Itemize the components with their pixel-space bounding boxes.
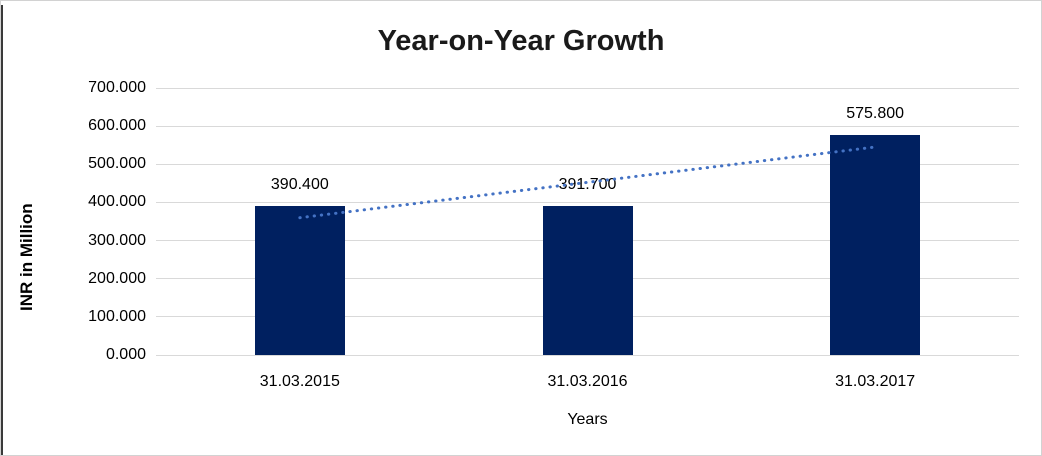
y-tick-label: 500.000 [88,155,146,173]
y-tick-label: 100.000 [88,307,146,325]
y-tick-label: 700.000 [88,79,146,96]
gridline [156,87,1019,89]
gridline [156,354,1019,356]
y-tick-label: 0.000 [105,346,146,363]
y-tick-label: 200.000 [88,269,146,287]
gridline [156,125,1019,127]
y-tick-label: 600.000 [88,117,146,135]
bar-value-label: 575.800 [846,105,905,123]
y-tick-label: 400.000 [88,193,146,211]
bar-31.03.2017 [830,135,921,355]
left-edge-line [1,5,3,455]
y-axis-title-text: INR in Million [17,203,36,311]
y-tick-label: 300.000 [88,231,146,249]
x-tick-label: 31.03.2016 [547,373,628,390]
bar-31.03.2016 [542,205,633,355]
x-tick-label: 31.03.2015 [259,373,340,390]
bar-value-label: 391.700 [558,175,617,193]
bar-31.03.2015 [254,206,345,355]
x-tick-label: 31.03.2017 [835,373,916,390]
x-axis-title: Years [567,411,608,428]
chart-title: Year-on-Year Growth [377,25,665,57]
bar-value-label: 390.400 [270,176,329,194]
